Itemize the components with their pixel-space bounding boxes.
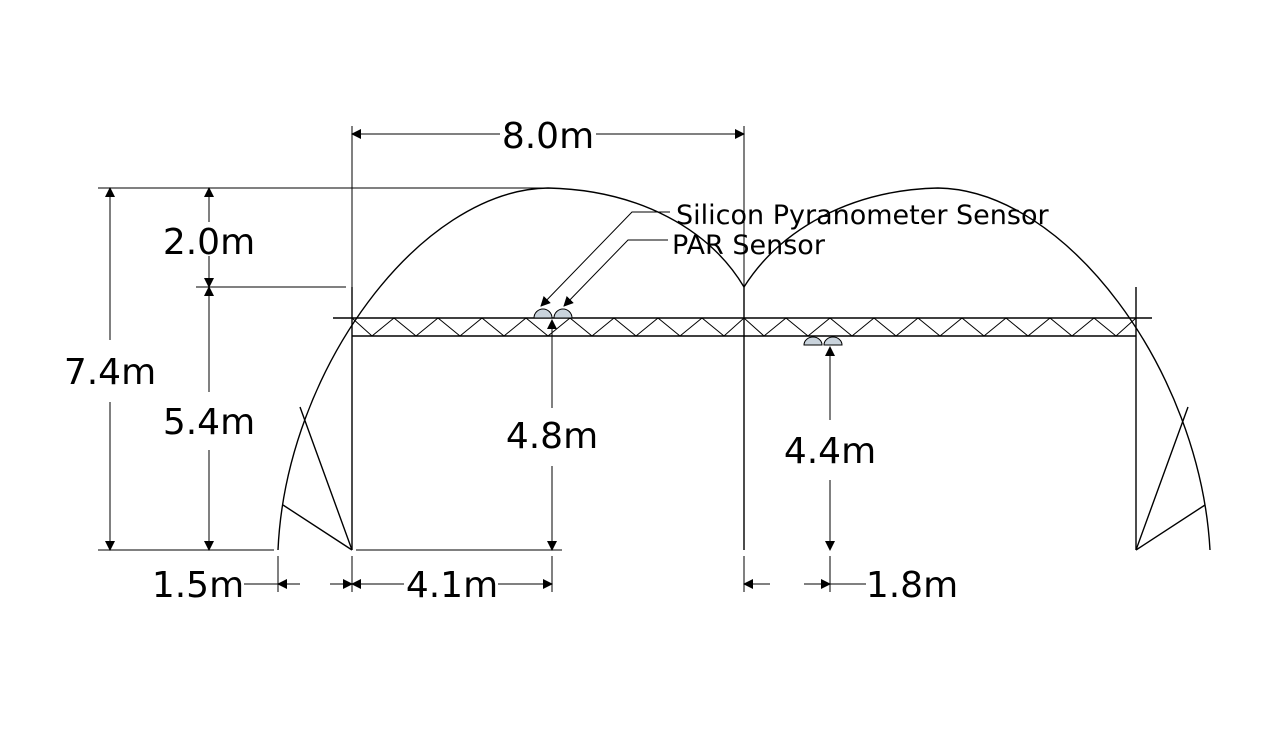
pyranometer-sensor-left [533, 308, 553, 319]
dim-wall-height: 5.4m [163, 286, 255, 551]
left-brace-upper [299, 406, 353, 551]
dim-sensor-height-right: 4.4m [784, 346, 876, 551]
dim-right-sensor-distance: 1.8m [743, 565, 958, 606]
dim-left-sensor-distance: 4.1m [351, 565, 553, 606]
par-sensor-left [553, 308, 573, 319]
sensor-leaders: Silicon Pyranometer Sensor PAR Sensor [540, 200, 1049, 307]
right-brace-upper [1135, 406, 1189, 551]
par-leader [563, 239, 668, 307]
pyranometer-label: Silicon Pyranometer Sensor [676, 200, 1049, 231]
right-brace-lower [1135, 504, 1206, 551]
dim-sensor-height-right-text: 4.4m [784, 431, 876, 472]
dim-sensor-height-left-text: 4.8m [506, 416, 598, 457]
left-brace-lower [282, 504, 353, 551]
dim-span-width: 8.0m [351, 116, 745, 157]
dim-side-offset-text: 1.5m [152, 565, 244, 606]
dim-wall-height-text: 5.4m [163, 402, 255, 443]
dim-right-sensor-distance-text: 1.8m [866, 565, 958, 606]
dim-arch-rise: 2.0m [163, 187, 255, 288]
extension-lines [98, 126, 831, 592]
dim-total-height: 7.4m [64, 187, 156, 551]
par-sensor-right [823, 336, 843, 346]
dim-side-offset: 1.5m [152, 565, 353, 606]
greenhouse-structure [277, 187, 1211, 551]
left-arch [277, 187, 745, 551]
sensors [533, 308, 843, 346]
pyranometer-leader [540, 211, 670, 307]
right-arch [743, 187, 1211, 551]
dim-arch-rise-text: 2.0m [163, 222, 255, 263]
dim-total-height-text: 7.4m [64, 352, 156, 393]
dim-span-width-text: 8.0m [502, 116, 594, 157]
pyranometer-sensor-right [803, 336, 823, 346]
par-label: PAR Sensor [672, 230, 826, 261]
dim-sensor-height-left: 4.8m [506, 319, 598, 551]
dim-left-sensor-distance-text: 4.1m [406, 565, 498, 606]
truss-web [351, 317, 1137, 337]
